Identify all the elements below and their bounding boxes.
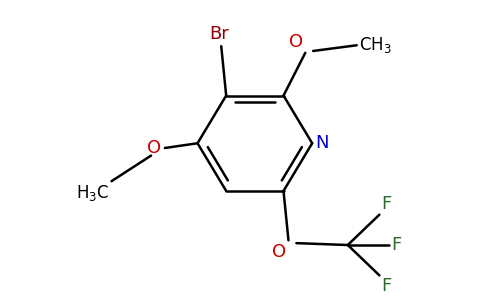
Text: F: F [381, 195, 392, 213]
Text: O: O [147, 139, 161, 157]
Text: CH$_3$: CH$_3$ [359, 35, 392, 55]
Text: Br: Br [210, 26, 229, 44]
Text: O: O [289, 33, 303, 51]
Text: O: O [272, 243, 287, 261]
Text: N: N [315, 134, 329, 152]
Text: F: F [381, 277, 392, 295]
Text: H$_3$C: H$_3$C [76, 183, 109, 203]
Text: F: F [391, 236, 402, 254]
